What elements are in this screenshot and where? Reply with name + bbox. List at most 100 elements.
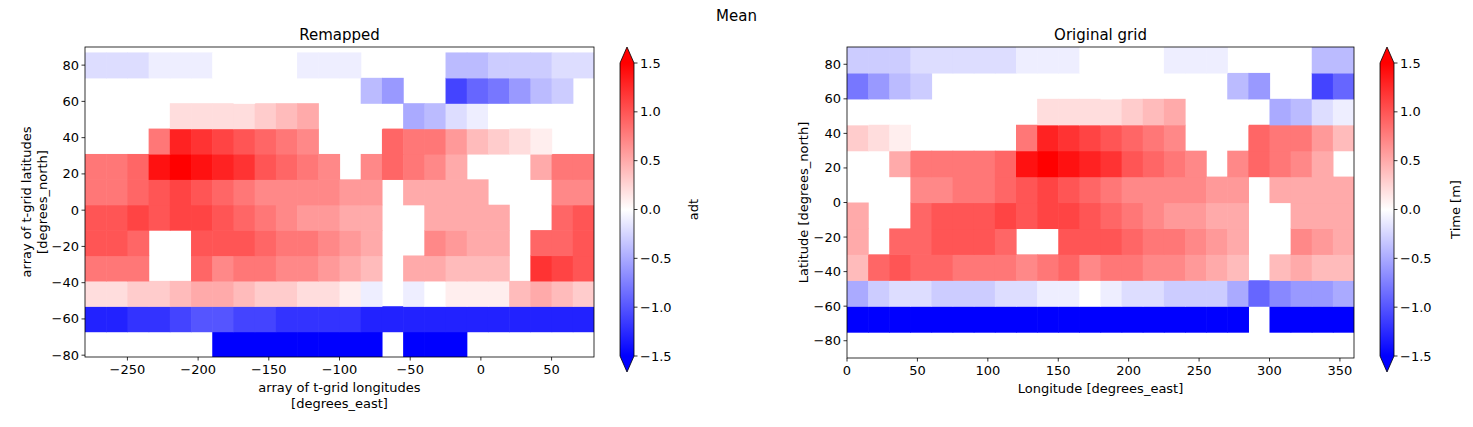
cell	[191, 154, 213, 180]
cell	[1143, 47, 1165, 74]
y-tick-label: 80	[62, 58, 79, 73]
colorbar-tick-label: 0.0	[1400, 202, 1421, 217]
cell	[297, 255, 319, 281]
x-tick-label: −150	[251, 362, 287, 377]
cell	[953, 177, 975, 204]
cell	[85, 154, 107, 180]
cell	[932, 280, 954, 307]
cell	[1312, 151, 1334, 178]
cell	[1185, 228, 1207, 255]
cell	[488, 52, 510, 78]
cell	[1079, 203, 1101, 230]
cell	[1185, 280, 1207, 307]
cell	[1122, 125, 1144, 152]
cell	[889, 254, 911, 281]
cell	[552, 230, 574, 256]
cell	[1270, 99, 1292, 126]
cell	[573, 230, 594, 256]
cell	[889, 151, 911, 178]
cell	[212, 103, 234, 129]
cell	[1248, 151, 1270, 178]
y-tick	[844, 202, 848, 203]
cell	[1270, 254, 1292, 281]
cell	[106, 255, 128, 281]
cell	[995, 254, 1017, 281]
cell	[1291, 306, 1313, 333]
colorbar-tick	[634, 258, 638, 259]
cell	[1291, 177, 1313, 204]
colorbar-tick	[634, 307, 638, 308]
cell	[1248, 125, 1270, 152]
cell	[488, 78, 510, 104]
cell	[1016, 203, 1038, 230]
plot-frame	[847, 47, 1354, 358]
cell	[1227, 73, 1249, 100]
cell	[995, 177, 1017, 204]
x-axis-label: Longitude [degrees_east]	[1018, 381, 1184, 396]
cell	[85, 230, 107, 256]
x-tick	[268, 357, 269, 361]
cell	[889, 228, 911, 255]
cell	[212, 129, 234, 155]
cell	[1333, 280, 1354, 307]
y-tick	[82, 246, 86, 247]
cell	[403, 129, 425, 155]
cell	[1016, 254, 1038, 281]
cell	[1016, 151, 1038, 178]
cell	[932, 47, 954, 74]
colorbar-tick	[1394, 111, 1398, 112]
cell	[191, 306, 213, 332]
cell	[255, 281, 277, 307]
cell	[1206, 306, 1228, 333]
y-tick-label: −60	[52, 311, 79, 326]
cell	[403, 179, 425, 205]
y-tick	[82, 318, 86, 319]
colorbar-gradient	[1380, 63, 1394, 356]
cell	[318, 255, 340, 281]
cells	[85, 52, 594, 357]
cell	[467, 255, 489, 281]
cell	[974, 306, 996, 333]
colorbar-tick-label: −1.5	[1400, 349, 1432, 364]
cell	[424, 129, 446, 155]
colorbar-tick-label: −1.0	[1400, 300, 1432, 315]
cell	[1164, 99, 1186, 126]
cell	[1143, 203, 1165, 230]
x-tick-label: −250	[110, 362, 146, 377]
cell	[361, 205, 383, 231]
cell	[1037, 254, 1059, 281]
cell	[467, 230, 489, 256]
y-tick	[844, 64, 848, 65]
colorbar-gradient	[620, 63, 634, 356]
cell	[276, 179, 298, 205]
cell	[552, 52, 574, 78]
cell	[1101, 73, 1123, 100]
cell	[552, 306, 574, 332]
cell	[868, 125, 890, 152]
colorbar-tick	[634, 209, 638, 210]
cell	[932, 228, 954, 255]
cell	[1164, 177, 1186, 204]
y-tick-label: 20	[824, 160, 841, 175]
cell	[995, 151, 1017, 178]
colorbar-tick	[634, 63, 638, 64]
cell	[573, 255, 594, 281]
cell	[530, 281, 552, 307]
y-axis-label: array of t-grid latitudes[degrees_north]	[19, 126, 50, 277]
cell	[233, 332, 255, 357]
cell	[297, 154, 319, 180]
cell	[170, 103, 192, 129]
cell	[1037, 99, 1059, 126]
cell	[1101, 228, 1123, 255]
cell	[552, 154, 574, 180]
cell	[424, 306, 446, 332]
y-tick-label: −40	[814, 264, 841, 279]
cell	[573, 179, 594, 205]
cell	[1312, 254, 1334, 281]
cell	[509, 281, 531, 307]
x-tick-label: −200	[180, 362, 216, 377]
cell	[1164, 125, 1186, 152]
cell	[573, 154, 594, 180]
y-tick-label: 40	[824, 126, 841, 141]
cell	[1291, 280, 1313, 307]
